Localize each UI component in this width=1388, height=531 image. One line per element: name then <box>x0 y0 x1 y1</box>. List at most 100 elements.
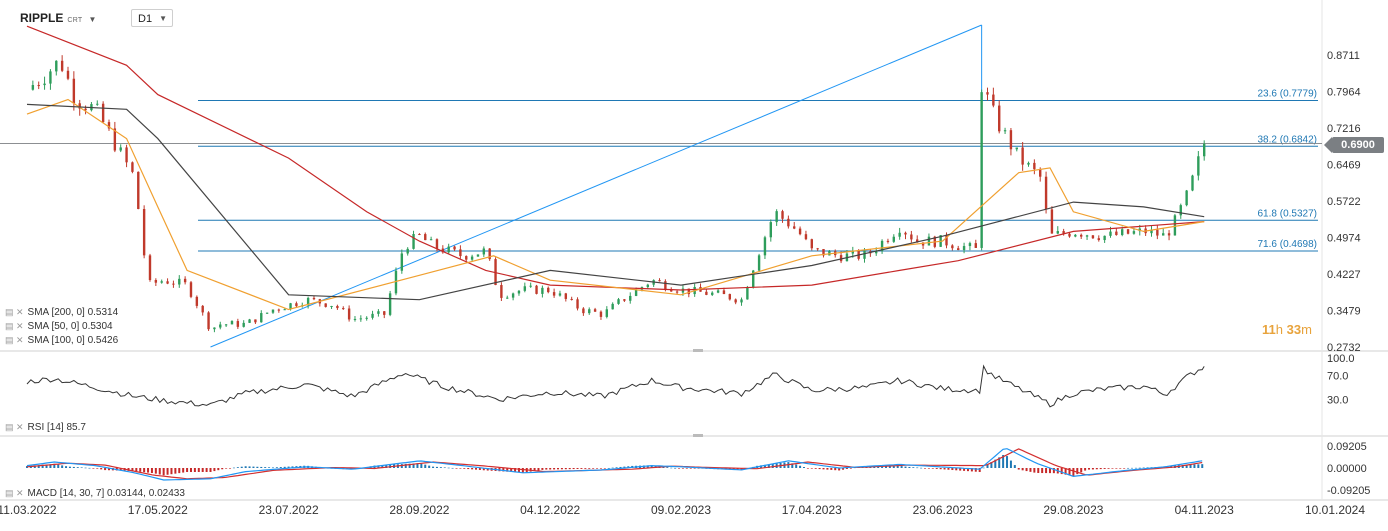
macd-histogram-bar <box>174 468 177 474</box>
settings-close-icons[interactable]: ▤ ✕ <box>5 422 24 432</box>
legend-macd-label: MACD [14, 30, 7] 0.03144, 0.02433 <box>27 488 185 499</box>
candle-body <box>898 232 901 237</box>
symbol-selector[interactable]: RIPPLE CRT ▼ <box>20 9 96 27</box>
candle-body <box>728 294 732 300</box>
macd-histogram-bar <box>135 468 138 472</box>
chevron-down-icon: ▼ <box>88 15 97 24</box>
macd-histogram-bar <box>1013 465 1016 468</box>
candle-body <box>406 248 409 254</box>
macd-histogram-bar <box>154 468 157 474</box>
settings-close-icons[interactable]: ▤ ✕ <box>5 335 24 345</box>
legend-sma100-label: SMA [100, 0] 0.5426 <box>27 335 119 346</box>
macd-histogram-bar <box>482 468 485 471</box>
candle-body <box>1167 233 1171 236</box>
macd-histogram-bar <box>209 468 212 472</box>
macd-histogram-bar <box>68 466 71 468</box>
candle-body <box>183 278 187 283</box>
candle-body <box>804 234 808 240</box>
rsi-axis-tick-label: 100.0 <box>1327 353 1355 365</box>
candle-body <box>506 297 509 299</box>
macd-histogram-bar <box>1072 468 1075 476</box>
candle-body <box>810 239 813 249</box>
settings-close-icons[interactable]: ▤ ✕ <box>5 488 24 498</box>
macd-histogram-bar <box>1201 464 1204 468</box>
candle-body <box>1015 147 1018 150</box>
macd-histogram-bar <box>1033 468 1036 473</box>
candle-body <box>230 321 234 325</box>
candle-body <box>429 239 433 241</box>
macd-histogram-bar <box>478 468 481 470</box>
candle-body <box>511 293 515 298</box>
legend-sma50[interactable]: ▤ ✕ SMA [50, 0] 0.5304 <box>5 320 113 333</box>
candle-body <box>306 297 310 306</box>
candle-body <box>96 103 99 105</box>
time-axis-tick-label: 23.06.2023 <box>913 503 973 517</box>
macd-histogram-bar <box>1002 454 1005 468</box>
candle-body <box>880 240 884 252</box>
macd-histogram-bar <box>193 468 196 472</box>
fibonacci-level-label: 71.6 (0.4698) <box>1258 239 1318 250</box>
macd-histogram-bar <box>131 468 134 471</box>
fibonacci-level-label: 38.2 (0.6842) <box>1258 134 1318 145</box>
settings-close-icons[interactable]: ▤ ✕ <box>5 321 24 331</box>
candle-body <box>875 251 878 254</box>
legend-sma100[interactable]: ▤ ✕ SMA [100, 0] 0.5426 <box>5 334 118 347</box>
candle-body <box>746 287 749 300</box>
macd-histogram-bar <box>104 468 107 471</box>
candle-body <box>359 318 363 320</box>
candle-body <box>775 211 778 223</box>
macd-histogram-bar <box>537 468 540 471</box>
macd-histogram-bar <box>240 466 243 468</box>
candle-body <box>101 103 105 123</box>
macd-histogram-bar <box>143 468 146 473</box>
candle-body <box>219 324 222 328</box>
macd-histogram-bar <box>139 468 142 472</box>
time-axis-tick-label: 04.12.2022 <box>520 503 580 517</box>
macd-histogram-bar <box>670 467 673 469</box>
countdown-minutes: 33 <box>1286 322 1302 337</box>
macd-histogram-bar <box>408 463 411 468</box>
macd-histogram-bar <box>197 468 200 472</box>
legend-sma200[interactable]: ▤ ✕ SMA [200, 0] 0.5314 <box>5 306 118 319</box>
macd-histogram-bar <box>150 468 153 474</box>
macd-histogram-bar <box>1181 465 1184 468</box>
macd-histogram-bar <box>385 464 388 468</box>
candle-body <box>605 309 609 317</box>
timeframe-selector[interactable]: D1 ▼ <box>131 9 173 27</box>
macd-histogram-bar <box>830 468 833 470</box>
candle-body <box>195 296 199 306</box>
macd-histogram-bar <box>650 465 653 468</box>
macd-histogram-bar <box>205 468 208 472</box>
macd-histogram-bar <box>904 466 907 468</box>
price-axis-tick-label: 0.2732 <box>1327 342 1361 354</box>
macd-histogram-bar <box>697 468 700 469</box>
macd-histogram-bar <box>611 467 614 469</box>
candle-body <box>986 92 989 95</box>
legend-macd[interactable]: ▤ ✕ MACD [14, 30, 7] 0.03144, 0.02433 <box>5 487 185 500</box>
candle-body <box>1021 147 1024 165</box>
macd-histogram-bar <box>1111 468 1114 469</box>
macd-histogram-bar <box>1041 468 1044 474</box>
sma200-line <box>26 25 1205 291</box>
price-axis-tick-label: 0.6469 <box>1327 159 1361 171</box>
macd-histogram-bar <box>248 466 251 468</box>
settings-close-icons[interactable]: ▤ ✕ <box>5 307 24 317</box>
candle-body <box>160 281 163 283</box>
candle-body <box>910 234 913 240</box>
macd-histogram-bar <box>1009 460 1012 468</box>
legend-rsi[interactable]: ▤ ✕ RSI [14] 85.7 <box>5 421 86 434</box>
candle-body <box>377 311 380 314</box>
macd-histogram-bar <box>689 468 692 469</box>
candle-body <box>1115 231 1118 235</box>
macd-histogram-bar <box>1134 467 1137 469</box>
macd-histogram-bar <box>970 468 973 472</box>
candle-body <box>1062 231 1065 234</box>
macd-histogram-bar <box>1037 468 1040 474</box>
candle-body <box>142 209 146 256</box>
macd-histogram-bar <box>100 468 103 470</box>
candle-body <box>599 311 603 317</box>
macd-histogram-bar <box>974 468 977 472</box>
macd-histogram-bar <box>795 464 798 468</box>
time-axis-tick-label: 10.01.2024 <box>1305 503 1365 517</box>
